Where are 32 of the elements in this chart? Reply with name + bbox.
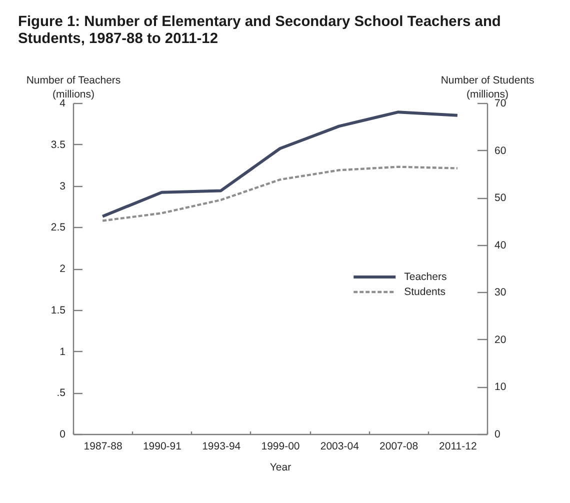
chart-title: Figure 1: Number of Elementary and Secondary School Teachers and Students, 1987-88 to 2011-12 [18,14,502,48]
x-tick-label: 1999-00 [261,440,300,452]
y2-tick-label: 0 [494,428,500,440]
x-axis-title: Year [270,462,292,474]
y-tick-label: 3.5 [50,138,66,151]
y2-tick-label: 30 [494,286,506,299]
x-tick-label: 2011-12 [439,440,477,452]
legend-label: Teachers [404,271,447,283]
y2-axis-title: Number of Students (millions) [440,74,534,100]
x-tick-label: 1990-91 [142,440,182,452]
y2-tick-label: 70 [494,98,506,110]
y2-tick-label: 40 [494,239,506,252]
y-tick-label: 2 [60,263,66,275]
line-series [101,110,459,218]
x-tick-label: 2003-04 [320,440,360,452]
x-tick-label: 1987-88 [84,440,122,452]
x-tick-label: 2007-08 [380,440,418,452]
y-tick-label: 1 [60,346,66,358]
y2-tick-label: 20 [494,334,506,346]
y-tick-label: 3 [60,180,66,192]
y2-tick-label: 10 [494,381,506,394]
y2-tick-label: 60 [494,144,506,157]
y-tick-label: 0 [60,428,66,440]
line-series [101,166,459,222]
y-tick-label: .5 [56,387,66,400]
y-tick-label: 4 [60,98,66,110]
x-tick-label: 1993-94 [202,440,241,452]
y2-tick-label: 50 [494,192,506,204]
y-tick-label: 2.5 [50,222,66,234]
legend-label: Students [404,286,446,298]
y-tick-label: 1.5 [50,304,66,316]
y-axis-title: Number of Teachers (millions) [26,74,121,100]
